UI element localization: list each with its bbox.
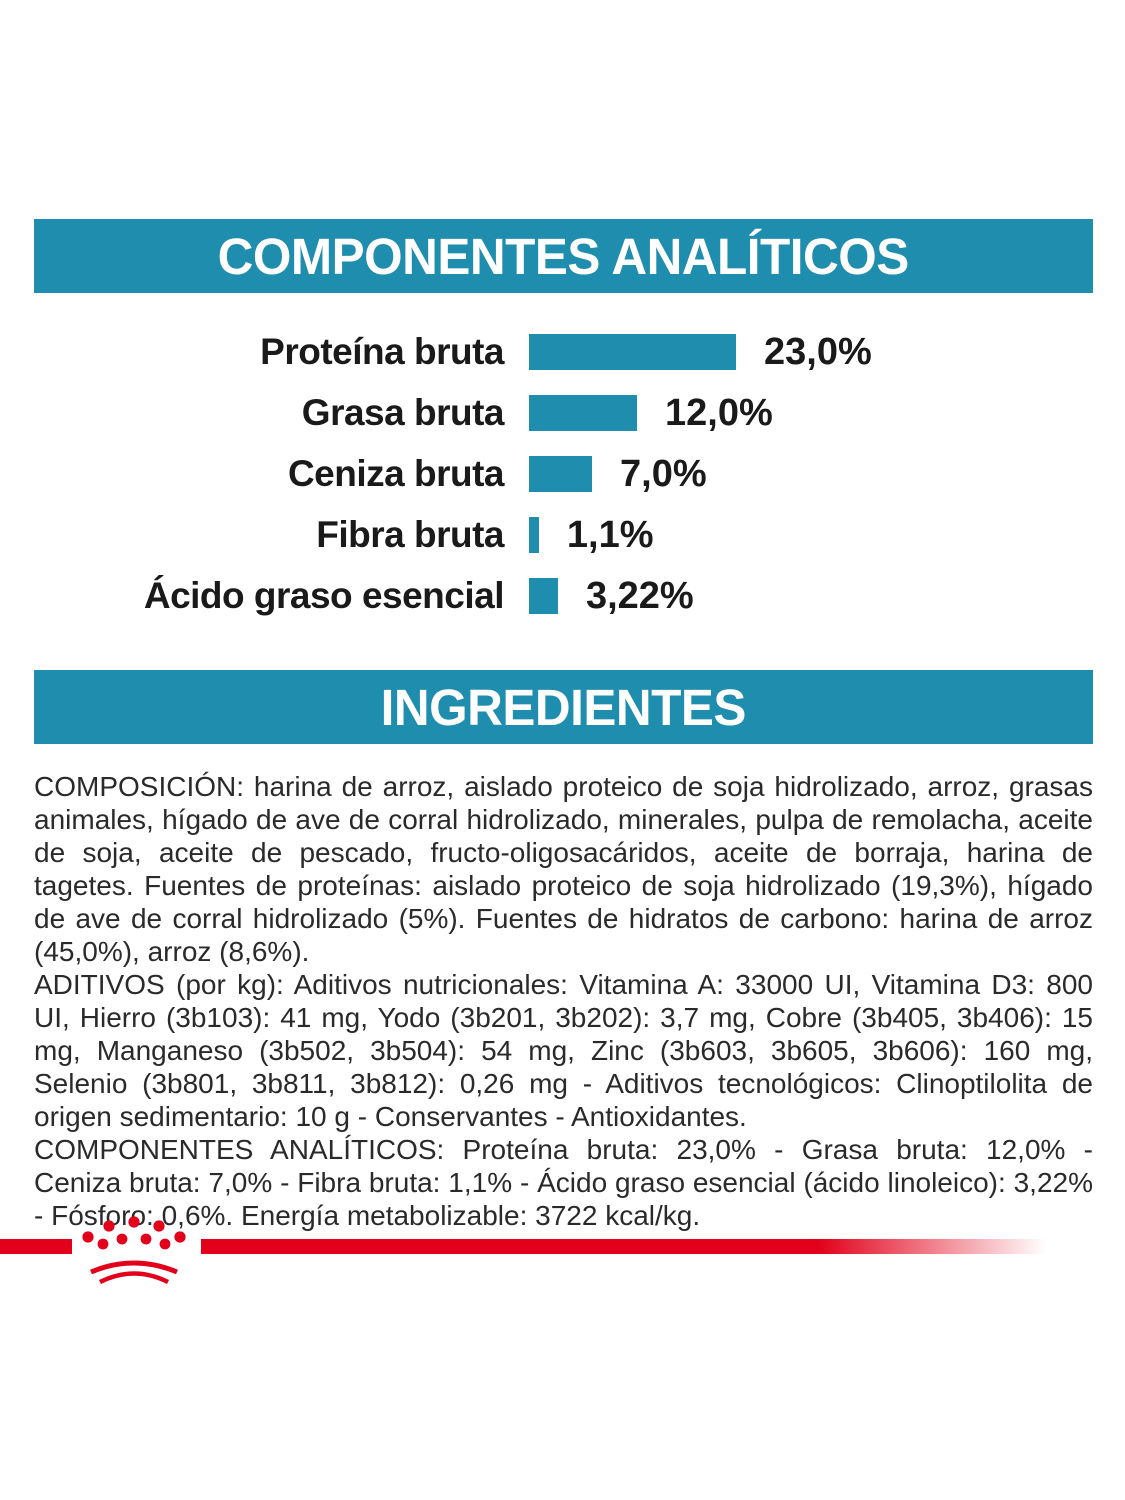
chart-bar bbox=[529, 456, 592, 492]
chart-bar bbox=[529, 517, 539, 553]
chart-row-grasa: Grasa bruta 12,0% bbox=[0, 392, 1125, 434]
brand-line-right bbox=[201, 1239, 1046, 1254]
analytical-components-chart: Proteína bruta 23,0% Grasa bruta 12,0% C… bbox=[0, 331, 1125, 639]
chart-value-label: 7,0% bbox=[620, 452, 707, 495]
chart-bar bbox=[529, 395, 637, 431]
chart-bar bbox=[529, 578, 558, 614]
chart-row-ceniza: Ceniza bruta 7,0% bbox=[0, 453, 1125, 495]
chart-row-label: Ceniza bruta bbox=[287, 453, 505, 494]
ingredients-text-block: COMPOSICIÓN: harina de arroz, aislado pr… bbox=[34, 770, 1093, 1232]
brand-line-left bbox=[0, 1239, 72, 1254]
chart-value-label: 23,0% bbox=[764, 330, 872, 373]
paragraph-componentes-analiticos: COMPONENTES ANALÍTICOS: Proteína bruta: … bbox=[34, 1134, 1093, 1231]
chart-row-label: Fibra bruta bbox=[316, 514, 504, 555]
chart-row-acido-graso: Ácido graso esencial 3,22% bbox=[0, 575, 1125, 617]
paragraph-composicion: COMPOSICIÓN: harina de arroz, aislado pr… bbox=[34, 771, 1093, 967]
chart-value-label: 1,1% bbox=[566, 513, 654, 556]
section-banner-componentes-analiticos: COMPONENTES ANALÍTICOS bbox=[34, 219, 1093, 293]
chart-value-label: 12,0% bbox=[665, 391, 773, 434]
componentes-analiticos-title: COMPONENTES ANALÍTICOS bbox=[217, 227, 910, 285]
chart-row-label: Proteína bruta bbox=[260, 331, 504, 372]
chart-value-label: 3,22% bbox=[585, 574, 694, 617]
chart-row-label: Ácido graso esencial bbox=[143, 575, 505, 616]
paragraph-aditivos: ADITIVOS (por kg): Aditivos nutricionale… bbox=[34, 969, 1093, 1132]
ingredientes-title: INGREDIENTES bbox=[380, 678, 747, 736]
royal-canin-crown-icon bbox=[82, 1216, 186, 1285]
chart-row-fibra: Fibra bruta 1,1% bbox=[0, 514, 1125, 556]
chart-row-proteina: Proteína bruta 23,0% bbox=[0, 331, 1125, 373]
section-banner-ingredientes: INGREDIENTES bbox=[34, 670, 1093, 744]
chart-row-label: Grasa bruta bbox=[301, 392, 505, 433]
chart-bar bbox=[529, 334, 736, 370]
